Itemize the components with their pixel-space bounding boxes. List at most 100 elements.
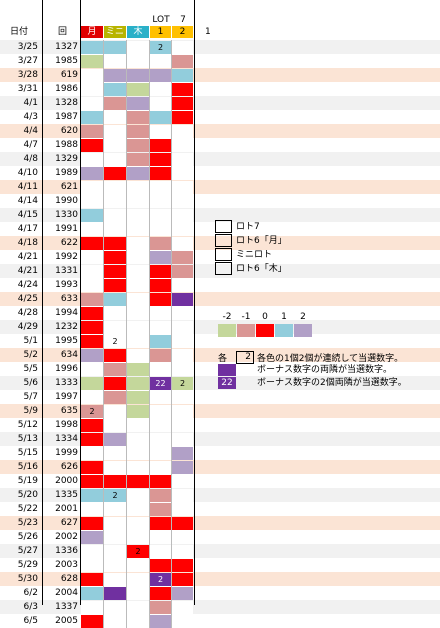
row-round: 620 bbox=[60, 126, 78, 136]
grid-cell bbox=[127, 279, 149, 292]
row-date: 5/13 bbox=[17, 434, 38, 444]
scale-swatch bbox=[294, 324, 312, 337]
grid-cell bbox=[172, 363, 193, 376]
row-date: 5/7 bbox=[23, 392, 38, 402]
row-date: 4/14 bbox=[17, 196, 38, 206]
row-round: 633 bbox=[60, 294, 78, 304]
row-round: 628 bbox=[60, 574, 78, 584]
grid-cell bbox=[81, 419, 103, 432]
grid-cell bbox=[127, 195, 149, 208]
row-date: 3/27 bbox=[17, 56, 38, 66]
row-date: 6/3 bbox=[23, 602, 38, 612]
grid-cell bbox=[81, 475, 103, 488]
grid-cell bbox=[104, 265, 126, 278]
grid-cell bbox=[172, 601, 193, 614]
grid-cell bbox=[104, 111, 126, 124]
grid-cell bbox=[150, 405, 171, 418]
row-date: 6/5 bbox=[23, 616, 38, 626]
row-date: 4/11 bbox=[17, 182, 38, 192]
row-round: 622 bbox=[60, 238, 78, 248]
row-round: 1987 bbox=[55, 112, 78, 122]
grid-cell bbox=[172, 475, 193, 488]
grid-cell bbox=[81, 111, 103, 124]
grid-cell bbox=[104, 391, 126, 404]
grid-cell bbox=[172, 237, 193, 250]
grid-cell bbox=[127, 391, 149, 404]
row-round: 1994 bbox=[55, 308, 78, 318]
grid-cell bbox=[104, 41, 126, 54]
column-divider bbox=[194, 0, 195, 605]
grid-cell bbox=[104, 587, 126, 600]
grid-cell bbox=[104, 503, 126, 516]
grid-cell bbox=[81, 125, 103, 138]
grid-cell bbox=[104, 349, 126, 362]
row-round: 1992 bbox=[55, 252, 78, 262]
grid-cell bbox=[150, 503, 171, 516]
grid-cell bbox=[104, 307, 126, 320]
grid-cell bbox=[172, 503, 193, 516]
scale-label: 2 bbox=[300, 312, 306, 322]
grid-cell bbox=[150, 265, 171, 278]
grid-cell bbox=[81, 167, 103, 180]
row-date: 4/15 bbox=[17, 210, 38, 220]
row-date: 4/3 bbox=[23, 112, 38, 122]
grid-cell bbox=[104, 321, 126, 334]
row-round: 1998 bbox=[55, 420, 78, 430]
column-header-2: 木 bbox=[127, 26, 149, 38]
grid-cell bbox=[172, 517, 193, 530]
cell-divider bbox=[171, 40, 172, 628]
grid-cell bbox=[150, 601, 171, 614]
grid-cell bbox=[81, 209, 103, 222]
grid-cell bbox=[127, 307, 149, 320]
grid-cell bbox=[172, 209, 193, 222]
grid-cell bbox=[81, 237, 103, 250]
grid-cell bbox=[150, 55, 171, 68]
row-round: 1334 bbox=[55, 434, 78, 444]
row-round: 2002 bbox=[55, 532, 78, 542]
grid-cell bbox=[81, 279, 103, 292]
grid-cell: 2 bbox=[150, 573, 171, 586]
grid-cell bbox=[104, 363, 126, 376]
notes-line-2: ボーナス数字の両隣が当選数字。 bbox=[257, 365, 393, 375]
row-round: 635 bbox=[60, 406, 78, 416]
grid-cell bbox=[172, 321, 193, 334]
row-date: 5/1 bbox=[23, 336, 38, 346]
grid-cell bbox=[81, 531, 103, 544]
grid-cell bbox=[104, 475, 126, 488]
scale-label: -1 bbox=[241, 312, 251, 322]
row-round: 626 bbox=[60, 462, 78, 472]
row-date: 4/25 bbox=[17, 294, 38, 304]
grid-cell bbox=[172, 69, 193, 82]
grid-cell bbox=[150, 321, 171, 334]
row-date: 4/8 bbox=[23, 154, 38, 164]
grid-cell bbox=[81, 587, 103, 600]
grid-cell bbox=[81, 573, 103, 586]
grid-cell bbox=[127, 559, 149, 572]
grid-cell bbox=[104, 377, 126, 390]
grid-cell bbox=[81, 461, 103, 474]
grid-cell bbox=[127, 531, 149, 544]
grid-cell bbox=[104, 531, 126, 544]
lot-label: LOT bbox=[152, 15, 170, 25]
grid-cell bbox=[150, 237, 171, 250]
grid-cell bbox=[104, 545, 126, 558]
grid-cell bbox=[127, 125, 149, 138]
grid-cell bbox=[150, 293, 171, 306]
grid-cell bbox=[150, 587, 171, 600]
grid-cell bbox=[127, 83, 149, 96]
notes-line-3-value: 22 bbox=[218, 377, 236, 389]
grid-cell bbox=[81, 265, 103, 278]
seven-label: 7 bbox=[180, 15, 186, 25]
grid-cell bbox=[150, 433, 171, 446]
grid-cell bbox=[81, 615, 103, 628]
extra-col-label: 1 bbox=[205, 27, 211, 37]
grid-cell bbox=[81, 181, 103, 194]
grid-cell bbox=[172, 41, 193, 54]
row-round: 1989 bbox=[55, 168, 78, 178]
grid-cell bbox=[127, 349, 149, 362]
grid-cell bbox=[104, 433, 126, 446]
row-date: 6/2 bbox=[23, 588, 38, 598]
grid-cell bbox=[127, 461, 149, 474]
row-round: 1336 bbox=[55, 546, 78, 556]
grid-cell bbox=[104, 251, 126, 264]
